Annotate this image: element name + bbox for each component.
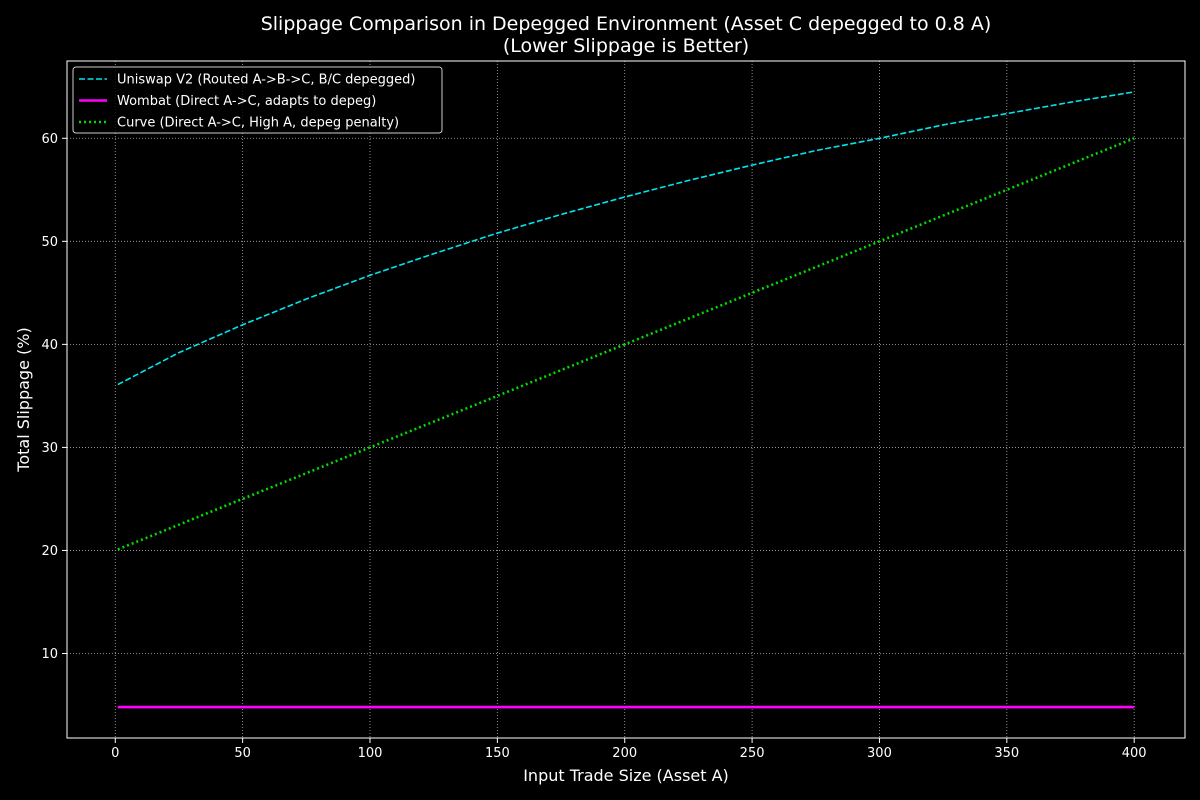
y-tick-label: 40 [41, 338, 58, 353]
grid [67, 61, 1185, 738]
x-tick-label: 0 [111, 746, 119, 761]
axis-ticks: 0 50 100 150 200 250 300 350 400 10 20 30 40 50 60 [41, 132, 1146, 761]
y-tick-label: 30 [41, 441, 58, 456]
legend-label-3: Curve (Direct A->C, High A, depeg penalt… [117, 116, 399, 131]
x-tick-label: 200 [612, 746, 637, 761]
x-tick-label: 50 [234, 746, 251, 761]
legend-entries: Uniswap V2 (Routed A->B->C, B/C depegged… [79, 73, 415, 131]
plot-frame [66, 60, 1186, 739]
y-tick-label: 10 [41, 647, 58, 662]
series-lines [117, 91, 1135, 709]
x-tick-label: 250 [740, 746, 765, 761]
x-tick-label: 300 [867, 746, 892, 761]
y-tick-label: 20 [41, 544, 58, 559]
legend: Uniswap V2 (Routed A->B->C, B/C depegged… [72, 66, 443, 134]
legend-label-1: Uniswap V2 (Routed A->B->C, B/C depegged… [117, 73, 415, 88]
legend-box [72, 66, 443, 134]
chart-title: Slippage Comparison in Depegged Environm… [261, 13, 992, 35]
x-axis-label: Input Trade Size (Asset A) [523, 766, 729, 785]
series-line-1 [117, 91, 1135, 386]
x-tick-label: 150 [485, 746, 510, 761]
y-tick-label: 50 [41, 235, 58, 250]
chart-subtitle: (Lower Slippage is Better) [503, 35, 749, 57]
x-tick-label: 350 [994, 746, 1019, 761]
legend-label-2: Wombat (Direct A->C, adapts to depeg) [117, 94, 376, 109]
x-tick-label: 400 [1122, 746, 1147, 761]
y-tick-label: 60 [41, 132, 58, 147]
x-tick-label: 100 [358, 746, 383, 761]
y-axis-label: Total Slippage (%) [14, 327, 33, 472]
series-line-3 [117, 137, 1135, 551]
